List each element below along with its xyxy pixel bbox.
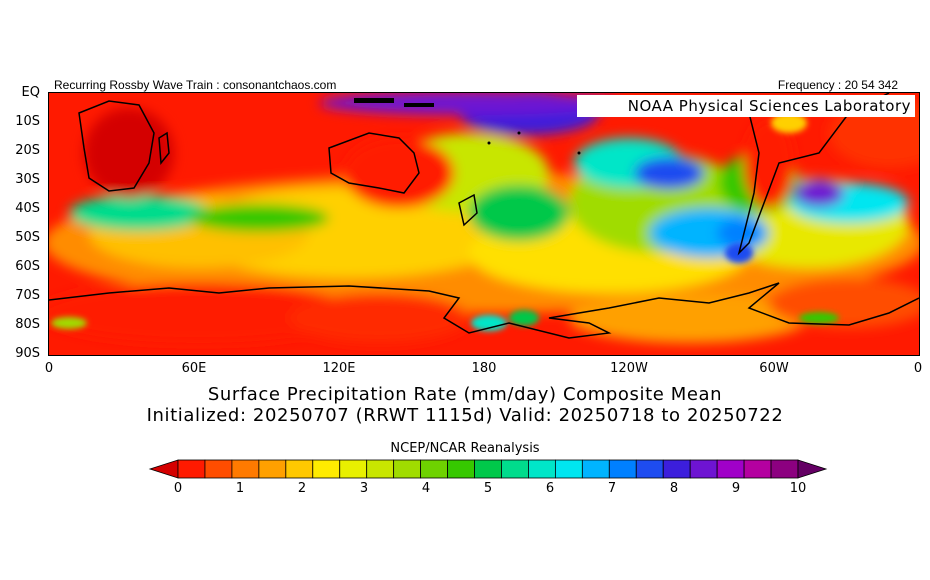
colorbar-tick-label: 4 xyxy=(421,481,431,496)
precip-detail xyxy=(51,113,839,331)
y-tick-label: 90S xyxy=(15,346,40,361)
island-pacific xyxy=(487,141,491,145)
coastline-madagascar xyxy=(158,131,170,165)
colorbar-swatch xyxy=(177,459,206,479)
colorbar-tick-label: 2 xyxy=(297,481,307,496)
colorbar-swatch xyxy=(716,459,745,479)
colorbar-swatch xyxy=(770,459,799,479)
y-tick-label: 70S xyxy=(15,288,40,303)
coastlines xyxy=(49,93,919,339)
y-tick-label: 60S xyxy=(15,259,40,274)
colorbar-swatch xyxy=(501,459,529,479)
y-tick-label: 50S xyxy=(15,230,40,245)
chart-title: Surface Precipitation Rate (mm/day) Comp… xyxy=(207,384,723,405)
island-indonesia xyxy=(354,98,394,103)
noaa-badge: NOAA Physical Sciences Laboratory xyxy=(577,95,915,117)
colorbar-swatch xyxy=(339,459,368,479)
colorbar-swatch xyxy=(366,459,395,479)
x-tick-label: 0 xyxy=(913,361,923,376)
island-pacific xyxy=(517,131,521,135)
colorbar-arrow-high xyxy=(797,459,828,479)
colorbar-swatch xyxy=(258,459,287,479)
coastline-australia xyxy=(328,132,420,194)
y-tick-label: EQ xyxy=(21,85,40,100)
colorbar-tick-label: 5 xyxy=(483,481,493,496)
x-tick-label: 60W xyxy=(759,361,789,376)
x-tick-label: 120E xyxy=(322,361,356,376)
y-tick-label: 10S xyxy=(15,114,40,129)
y-tick-label: 30S xyxy=(15,172,40,187)
colorbar-tick-label: 6 xyxy=(545,481,555,496)
colorbar-swatch xyxy=(635,459,664,479)
colorbar-swatch xyxy=(285,459,314,479)
coastline-new-zealand xyxy=(458,193,478,227)
x-tick-label: 60E xyxy=(181,361,207,376)
colorbar-swatch xyxy=(312,459,341,479)
colorbar-tick-label: 7 xyxy=(607,481,617,496)
x-tick-label: 180 xyxy=(471,361,497,376)
islands xyxy=(354,98,581,155)
colorbar-swatch xyxy=(662,459,691,479)
x-tick-label: 0 xyxy=(44,361,54,376)
y-tick-label: 80S xyxy=(15,317,40,332)
coastline-antarctica xyxy=(49,282,919,339)
heatmap-svg xyxy=(49,93,919,355)
y-axis: EQ 10S 20S 30S 40S 50S 60S 70S 80S 90S xyxy=(0,0,48,580)
header-frequency: Frequency : 20 54 342 xyxy=(777,78,898,92)
x-tick-label: 120W xyxy=(610,361,648,376)
y-tick-label: 20S xyxy=(15,143,40,158)
colorbar-arrow-low xyxy=(148,459,179,479)
colorbar-swatch xyxy=(204,459,233,479)
colorbar-tick-label: 0 xyxy=(173,481,183,496)
colorbar-swatch xyxy=(743,459,772,479)
colorbar-swatch xyxy=(231,459,260,479)
colorbar-swatch xyxy=(447,459,475,479)
colorbar-tick-label: 8 xyxy=(669,481,679,496)
colorbar-swatch xyxy=(420,459,448,479)
colorbar-swatch xyxy=(689,459,718,479)
island-pacific xyxy=(577,151,581,155)
colorbar-swatch xyxy=(474,459,502,479)
colorbar-tick-label: 9 xyxy=(731,481,741,496)
colorbar-tick-label: 10 xyxy=(789,481,807,496)
colorbar-tick-label: 1 xyxy=(235,481,245,496)
island-new-guinea xyxy=(404,103,434,107)
colorbar-swatch xyxy=(528,459,556,479)
coastline-africa xyxy=(78,100,155,192)
colorbar xyxy=(148,459,828,479)
chart-subtitle: Initialized: 20250707 (RRWT 1115d) Valid… xyxy=(146,405,784,426)
colorbar-swatch xyxy=(581,459,610,479)
colorbar-swatch xyxy=(393,459,422,479)
colorbar-swatch xyxy=(608,459,637,479)
coastline-south-america xyxy=(737,93,890,256)
precipitation-heatmap: NOAA Physical Sciences Laboratory xyxy=(48,92,920,356)
y-tick-label: 40S xyxy=(15,201,40,216)
colorbar-tick-label: 3 xyxy=(359,481,369,496)
data-source: NCEP/NCAR Reanalysis xyxy=(390,441,540,456)
colorbar-swatch xyxy=(554,459,583,479)
header-credit: Recurring Rossby Wave Train : consonantc… xyxy=(54,78,337,92)
